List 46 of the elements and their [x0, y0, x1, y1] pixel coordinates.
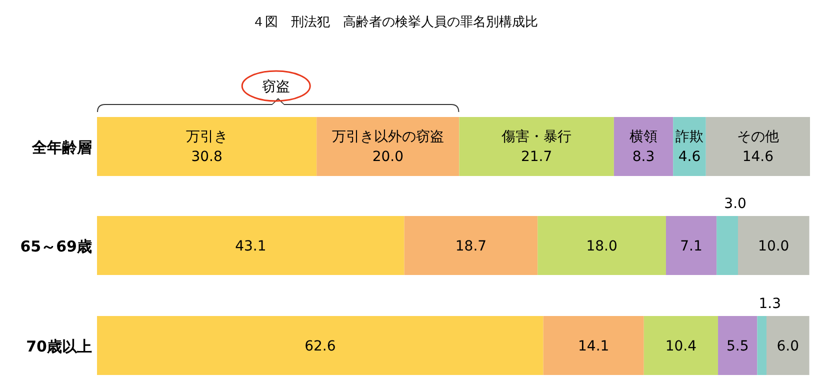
data-label: 21.7 — [520, 149, 552, 165]
data-label: 3.0 — [724, 196, 746, 212]
bar — [97, 316, 544, 375]
series-label: その他 — [736, 129, 779, 145]
bar — [459, 117, 614, 176]
data-label: 43.1 — [235, 238, 266, 254]
y-tick-label: 65～69歳 — [20, 238, 92, 256]
data-label: 62.6 — [304, 338, 336, 354]
bar — [97, 117, 317, 176]
data-label: 18.0 — [586, 238, 618, 254]
data-label: 6.0 — [776, 338, 800, 354]
bar — [706, 117, 810, 176]
data-label: 10.0 — [758, 238, 790, 254]
chart-title: ４図 刑法犯 高齢者の検挙人員の罪名別構成比 — [252, 14, 538, 30]
series-label: 詐欺 — [676, 129, 704, 145]
bar — [404, 216, 538, 275]
data-label: 1.3 — [758, 296, 782, 312]
series-label: 万引き — [186, 129, 228, 145]
bar — [97, 216, 404, 275]
data-label: 30.8 — [191, 149, 222, 165]
bar — [644, 316, 718, 375]
bar — [538, 216, 666, 275]
bar — [666, 216, 717, 275]
y-tick-label: 70歳以上 — [26, 338, 92, 356]
series-label: 万引き以外の窃盗 — [332, 129, 444, 145]
bar — [316, 117, 460, 176]
data-label: 14.6 — [742, 149, 774, 165]
text: 窃盗 — [262, 79, 290, 95]
bar — [614, 117, 674, 176]
data-label: 10.4 — [665, 338, 697, 354]
data-label: 20.0 — [372, 149, 404, 165]
bar — [716, 216, 738, 275]
series-label: 傷害・暴行 — [500, 129, 572, 145]
bar — [543, 316, 644, 375]
data-label: 5.5 — [726, 338, 749, 354]
data-label: 18.7 — [455, 238, 487, 254]
bar — [718, 316, 758, 375]
bar — [757, 316, 767, 375]
bar — [738, 216, 810, 275]
bar — [766, 316, 810, 375]
data-label: 14.1 — [578, 338, 610, 354]
data-label: 7.1 — [680, 238, 702, 254]
data-label: 8.3 — [632, 149, 655, 165]
data-label: 4.6 — [678, 149, 701, 165]
series-label: 横領 — [630, 129, 658, 145]
y-tick-label: 全年齢層 — [31, 138, 92, 156]
